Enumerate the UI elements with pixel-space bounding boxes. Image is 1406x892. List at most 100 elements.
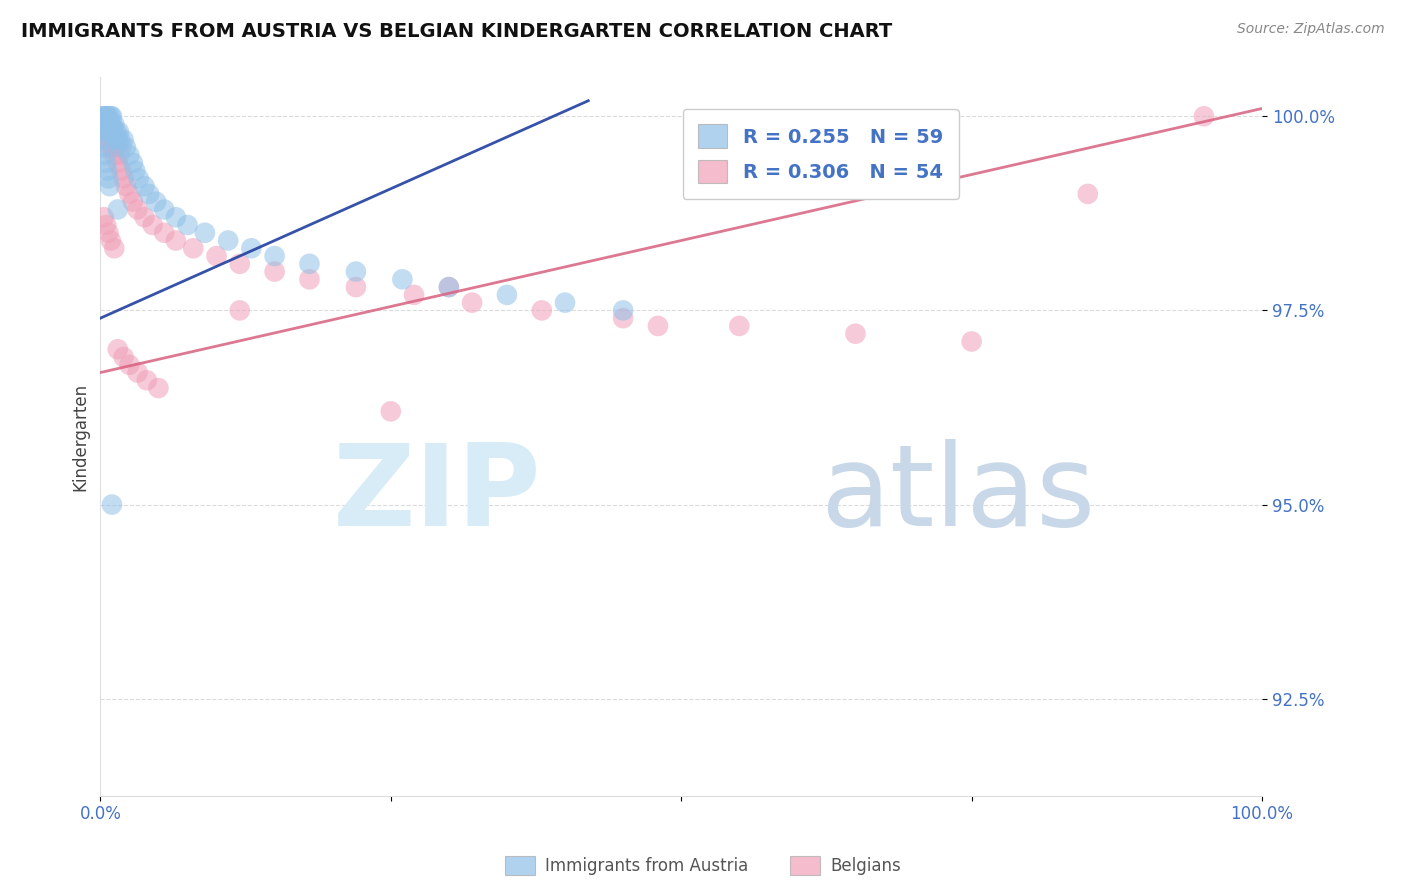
Point [647,318,669,333]
Point [112,171,135,186]
Point [344,280,367,294]
Point [96,218,118,232]
Point [165,234,187,248]
Point [101,140,124,154]
Legend: Immigrants from Austria, Belgians: Immigrants from Austria, Belgians [496,847,910,884]
Point [108,132,131,146]
Point [391,272,413,286]
Point [97,117,120,131]
Point [118,358,141,372]
Text: atlas: atlas [821,439,1095,549]
Point [115,179,138,194]
Point [380,404,402,418]
Point [96,117,118,131]
Point [127,366,149,380]
Point [496,288,519,302]
Point [104,132,127,146]
Point [112,350,135,364]
Point [107,132,129,146]
Point [98,140,121,154]
Point [844,326,866,341]
Y-axis label: Kindergarten: Kindergarten [72,383,89,491]
Point [97,171,120,186]
Point [104,140,127,154]
Point [107,156,129,170]
Point [402,288,425,302]
Legend: R = 0.255   N = 59, R = 0.306   N = 54: R = 0.255 N = 59, R = 0.306 N = 54 [682,109,959,199]
Point [1077,186,1099,201]
Point [98,117,121,131]
Point [96,109,118,123]
Point [93,132,115,146]
Point [98,179,121,194]
Point [554,295,576,310]
Point [93,109,115,123]
Point [115,140,138,154]
Point [96,117,118,131]
Point [103,148,125,162]
Point [960,334,983,349]
Point [165,211,187,225]
Point [100,132,122,146]
Point [96,117,118,131]
Point [1192,109,1215,123]
Point [229,303,252,318]
Point [96,109,118,123]
Point [110,140,132,154]
Point [98,125,121,139]
Point [91,132,114,146]
Point [93,117,115,131]
Point [240,241,263,255]
Point [110,163,132,178]
Point [101,125,124,139]
Point [134,179,156,194]
Point [107,202,129,217]
Text: Source: ZipAtlas.com: Source: ZipAtlas.com [1237,22,1385,37]
Point [530,303,553,318]
Point [96,132,118,146]
Point [108,148,131,162]
Point [263,249,285,263]
Point [101,109,124,123]
Point [94,109,117,123]
Point [153,202,176,217]
Point [229,257,252,271]
Point [127,202,149,217]
Point [612,303,634,318]
Point [96,156,118,170]
Point [194,226,217,240]
Point [100,234,122,248]
Point [176,218,198,232]
Point [94,148,117,162]
Text: ZIP: ZIP [333,439,541,549]
Point [142,218,165,232]
Point [93,211,115,225]
Point [107,343,129,357]
Point [122,156,145,170]
Point [94,125,117,139]
Point [128,171,150,186]
Point [96,125,118,139]
Point [97,226,120,240]
Point [124,163,146,178]
Point [101,498,124,512]
Point [298,257,321,271]
Point [94,117,117,131]
Point [145,194,167,209]
Point [437,280,460,294]
Point [100,109,122,123]
Point [103,125,125,139]
Point [101,117,124,131]
Point [205,249,228,263]
Point [344,264,367,278]
Point [217,234,239,248]
Point [134,211,156,225]
Point [100,125,122,139]
Point [612,311,634,326]
Point [728,318,751,333]
Point [118,186,141,201]
Point [97,109,120,123]
Point [148,381,170,395]
Point [105,125,128,139]
Point [437,280,460,294]
